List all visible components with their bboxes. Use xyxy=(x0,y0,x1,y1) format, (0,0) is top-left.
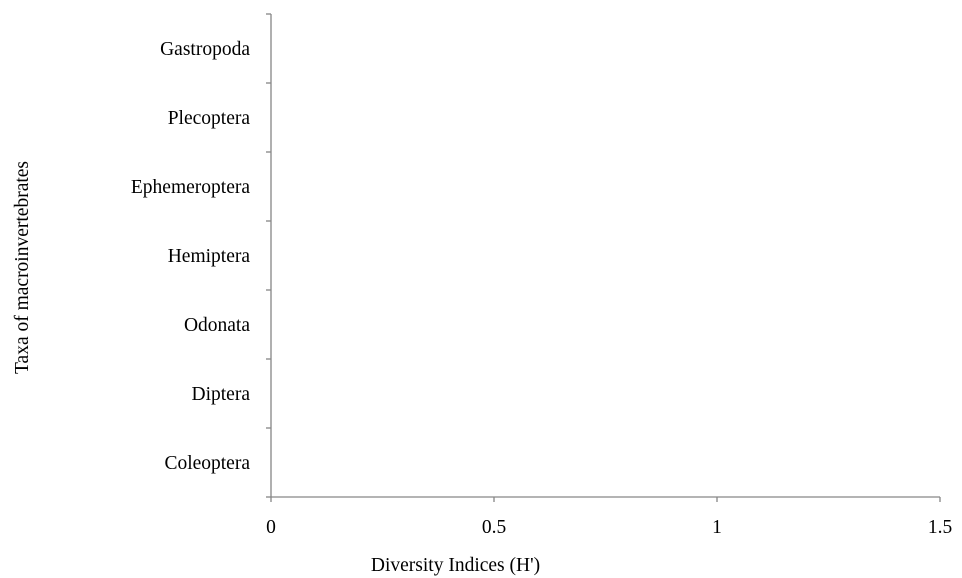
category-label: Ephemeroptera xyxy=(131,177,250,198)
category-label: Coleoptera xyxy=(164,453,250,474)
category-label: Gastropoda xyxy=(160,39,250,60)
category-label: Hemiptera xyxy=(168,246,251,267)
category-label: Odonata xyxy=(184,315,250,336)
y-axis-tick-labels: Coleoptera Diptera Odonata Hemiptera Ephemer… xyxy=(131,39,250,474)
y-axis-ticks xyxy=(266,13,271,498)
x-tick-label: 1.5 xyxy=(928,517,952,538)
x-axis-ticks xyxy=(270,497,941,502)
y-axis-title: Taxa of macroinvertebrates xyxy=(12,161,33,374)
category-label: Plecoptera xyxy=(168,108,251,129)
x-tick-label: 0.5 xyxy=(482,517,506,538)
x-tick-label: 0 xyxy=(266,517,276,538)
x-tick-label: 1 xyxy=(712,517,722,538)
x-axis-title: Diversity Indices (H') xyxy=(371,555,540,576)
x-axis-tick-labels: 0 0.5 1 1.5 xyxy=(266,517,952,538)
category-label: Diptera xyxy=(192,384,251,405)
